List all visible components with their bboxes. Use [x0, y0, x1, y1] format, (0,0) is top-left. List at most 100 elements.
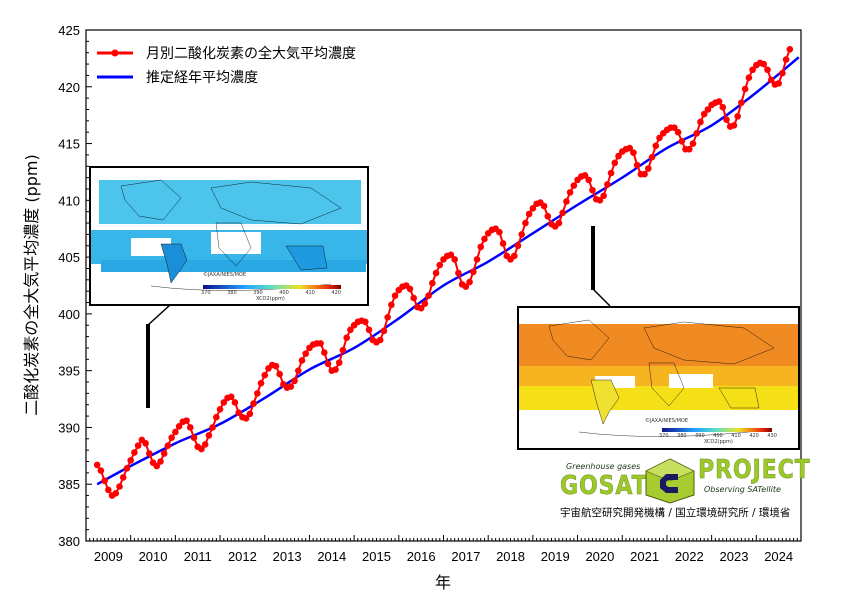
colorbar-label: 410 — [305, 290, 315, 296]
colorbar-labels: 370 380 390 400 410 420 430 — [659, 433, 777, 439]
monthly-point — [570, 182, 578, 189]
monthly-point — [391, 292, 399, 300]
y-tick-label: 395 — [58, 364, 80, 379]
monthly-point — [685, 145, 693, 153]
right-inset-connector-diagonal — [592, 288, 611, 307]
monthly-point — [213, 413, 220, 421]
monthly-point — [380, 327, 388, 335]
monthly-point — [641, 170, 648, 178]
monthly-point — [376, 336, 384, 344]
x-tick-label: 2019 — [541, 549, 570, 564]
monthly-point — [365, 326, 373, 334]
monthly-point — [421, 300, 429, 307]
monthly-point — [384, 313, 391, 321]
monthly-point — [600, 192, 607, 200]
monthly-point — [544, 212, 552, 220]
monthly-point — [730, 122, 738, 129]
monthly-point — [127, 457, 134, 464]
x-tick-label: 2016 — [407, 549, 436, 564]
map-band-north — [99, 180, 361, 224]
logo-organizations: 宇宙航空研究開発機構 / 国立環境研究所 / 環境省 — [560, 507, 791, 519]
monthly-point — [157, 458, 164, 465]
map-credit: ©JAXA/NIES/MOE — [645, 418, 688, 424]
monthly-point — [97, 467, 105, 474]
map-credit: ©JAXA/NIES/MOE — [203, 272, 246, 278]
monthly-point — [760, 60, 768, 68]
monthly-point — [689, 140, 697, 147]
monthly-point — [525, 210, 533, 218]
monthly-point — [633, 161, 641, 169]
monthly-point — [231, 399, 239, 406]
colorbar-labels: 370 380 390 400 410 420 — [201, 290, 341, 296]
colorbar — [662, 428, 772, 432]
monthly-point — [294, 367, 302, 374]
monthly-point — [473, 256, 481, 263]
y-tick-label: 410 — [58, 193, 80, 208]
monthly-point — [671, 124, 678, 131]
monthly-point — [142, 440, 149, 447]
monthly-point — [112, 490, 120, 497]
monthly-point — [469, 268, 477, 276]
monthly-point — [481, 235, 488, 243]
y-tick-label: 390 — [58, 420, 80, 435]
monthly-point — [429, 279, 436, 287]
monthly-point — [417, 304, 425, 312]
monthly-point — [436, 261, 444, 269]
y-tick-label: 380 — [58, 534, 80, 549]
colorbar-label: 420 — [331, 290, 341, 296]
monthly-point — [585, 176, 593, 184]
monthly-point — [626, 144, 633, 152]
colorbar-label: 420 — [749, 433, 759, 439]
x-tick-label: 2010 — [139, 549, 168, 564]
monthly-point — [775, 80, 782, 87]
monthly-point — [388, 301, 395, 309]
legend-item-monthly: 月別二酸化炭素の全大気平均濃度 — [97, 45, 356, 62]
monthly-point — [652, 142, 660, 150]
monthly-point — [589, 186, 596, 194]
monthly-layer — [93, 46, 794, 499]
x-tick-label: 2024 — [764, 549, 793, 564]
x-tick-label: 2009 — [94, 549, 123, 564]
x-tick-label: 2022 — [675, 549, 704, 564]
x-tick-label: 2012 — [228, 549, 257, 564]
monthly-point — [101, 477, 108, 485]
logo-cube-icon — [645, 458, 695, 504]
monthly-point — [529, 204, 537, 212]
logo-tagline-bottom: Observing SATellite — [704, 485, 781, 494]
monthly-point — [198, 445, 205, 453]
monthly-point — [361, 318, 369, 326]
monthly-point — [201, 441, 209, 448]
x-tick-label: 2014 — [317, 549, 346, 564]
y-axis-title: 二酸化炭素の全大気平均濃度 (ppm) — [22, 154, 41, 415]
y-tick-label: 415 — [58, 137, 80, 152]
monthly-point — [451, 256, 458, 263]
monthly-point — [153, 462, 161, 470]
x-tick-label: 2013 — [273, 549, 302, 564]
monthly-point — [175, 423, 183, 430]
x-axis: 2009 2010 2011 2012 2013 2014 2015 2016 2017 2018… — [85, 535, 802, 564]
colorbar-title: XCO2(ppm) — [704, 439, 733, 445]
monthly-point — [119, 474, 127, 481]
colorbar-label: 380 — [227, 290, 237, 296]
monthly-point — [607, 169, 615, 177]
monthly-point — [339, 346, 347, 354]
monthly-point — [406, 285, 414, 293]
colorbar-label: 380 — [677, 433, 687, 439]
y-tick-label: 405 — [58, 250, 80, 265]
monthly-point — [172, 428, 179, 436]
monthly-point — [455, 269, 462, 277]
inset-map-2009: ©JAXA/NIES/MOE 370 380 390 400 410 420 X… — [89, 166, 369, 306]
x-tick-label: 2023 — [720, 549, 749, 564]
monthly-point — [246, 410, 254, 418]
monthly-point — [782, 56, 790, 63]
inset-map-2024: ©JAXA/NIES/MOE 370 380 390 400 410 420 4… — [517, 306, 800, 450]
monthly-point — [164, 442, 172, 449]
x-axis-title: 年 — [435, 573, 451, 592]
colorbar-label: 400 — [713, 433, 723, 439]
monthly-point — [767, 76, 775, 84]
x-tick-label: 2018 — [496, 549, 525, 564]
gosat-project-logo: Greenhouse gases GOSAT PROJECT Observing… — [558, 455, 810, 525]
monthly-point — [235, 409, 242, 416]
monthly-point — [186, 424, 194, 431]
monthly-point — [700, 110, 708, 118]
